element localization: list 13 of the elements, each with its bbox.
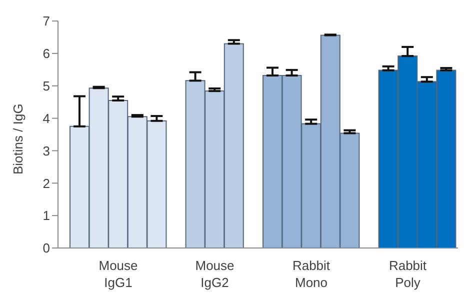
y-tick-label: 3 (42, 143, 50, 158)
y-axis-title: Biotins / IgG (10, 104, 26, 174)
y-tick-label: 2 (42, 176, 50, 191)
y-tick-label: 4 (42, 110, 50, 126)
y-tick-label: 5 (42, 78, 50, 94)
x-tick-label: Mouse IgG2 (195, 258, 234, 290)
x-tick-label: Rabbit Mono (292, 258, 330, 290)
y-tick-label: 1 (42, 208, 50, 224)
x-tick-label: Rabbit Poly (388, 258, 427, 290)
y-tick-label: 7 (42, 14, 50, 29)
x-tick-label: Mouse IgG1 (98, 258, 138, 290)
y-tick-label: 6 (42, 46, 50, 62)
y-tick-label: 0 (42, 240, 50, 256)
